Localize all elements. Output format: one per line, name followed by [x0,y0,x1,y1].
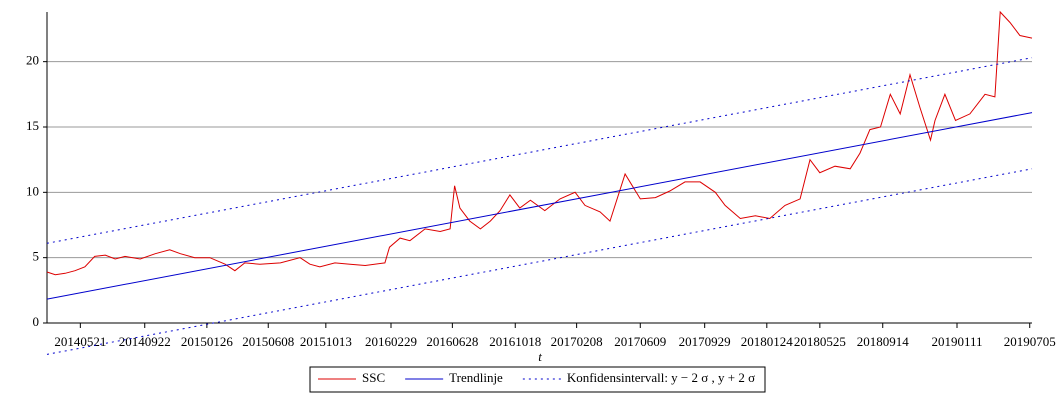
x-tick-label: 20150126 [181,334,234,349]
line [46,112,1033,300]
y-tick-label: 15 [26,118,39,133]
y-tick-label: 10 [26,183,39,198]
x-tick-label: 20160229 [365,334,417,349]
legend-label: Trendlinje [449,370,503,385]
x-tick-label: 20140521 [54,334,106,349]
x-tick-label: 20190111 [931,334,982,349]
x-tick-label: 20170609 [614,334,666,349]
x-tick-label: 20170208 [551,334,603,349]
y-tick-label: 20 [26,53,39,68]
x-tick-label: 20180124 [741,334,794,349]
y-tick-label: 5 [33,249,40,264]
legend-label: SSC [362,370,385,385]
x-tick-label: 20151013 [300,334,352,349]
legend-box [309,366,766,393]
x-tick-label: 20190705 [1004,334,1056,349]
legend-label: Konfidensintervall: y − 2 σ , y + 2 σ [567,370,755,385]
x-tick-label: 20161018 [489,334,541,349]
x-tick-label: 20160628 [426,334,478,349]
x-tick-label: 20170929 [679,334,731,349]
line [46,168,1033,355]
y-tick-label: 0 [33,314,40,329]
line [46,57,1033,244]
x-tick-label: 20150608 [242,334,294,349]
x-tick-label: 20180525 [794,334,846,349]
x-tick-label: 20180914 [857,334,910,349]
x-axis-label: t [538,349,542,364]
x-tick-label: 20140922 [119,334,171,349]
line [46,10,1033,276]
